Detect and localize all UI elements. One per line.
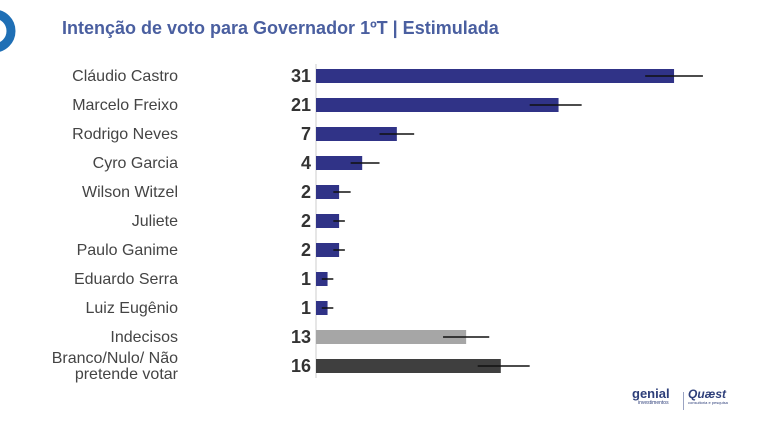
category-label-line: Cláudio Castro (72, 68, 178, 85)
quaest-logo: Quæst consultoria e pesquisa (688, 388, 728, 414)
category-label: Luiz Eugênio (85, 300, 178, 317)
category-label: Cyro Garcia (93, 155, 178, 172)
bar (316, 330, 467, 344)
brand-divider (683, 392, 684, 410)
category-label: Wilson Witzel (82, 184, 178, 201)
category-label-line: Eduardo Serra (74, 271, 178, 288)
value-label: 2 (301, 211, 311, 231)
bar (316, 214, 340, 228)
category-label: Paulo Ganime (77, 242, 178, 259)
quaest-logo-subtext: consultoria e pesquisa (688, 400, 728, 405)
value-label: 2 (301, 182, 311, 202)
value-label: 7 (301, 124, 311, 144)
category-label: Rodrigo Neves (72, 126, 178, 143)
category-label-line: pretende votar (75, 366, 179, 383)
category-label-line: Luiz Eugênio (85, 300, 178, 317)
chart-title: Intenção de voto para Governador 1ºT | E… (62, 18, 499, 38)
value-label: 1 (301, 269, 311, 289)
category-label: Juliete (132, 213, 178, 230)
value-label: 2 (301, 240, 311, 260)
category-label-line: Marcelo Freixo (72, 97, 178, 114)
category-label-line: Branco/Nulo/ Não (52, 350, 178, 367)
genial-logo-text: genial (632, 386, 670, 401)
genial-logo-subtext: investimentos (638, 400, 669, 406)
bar (316, 98, 559, 112)
value-label: 1 (301, 298, 311, 318)
category-label: Cláudio Castro (72, 68, 178, 85)
category-label-line: Rodrigo Neves (72, 126, 178, 143)
bar (316, 359, 501, 373)
value-label: 21 (291, 95, 311, 115)
category-label-line: Indecisos (110, 329, 178, 346)
bar (316, 243, 340, 257)
quaest-logo-text: Quæst (688, 387, 727, 401)
value-label: 31 (291, 66, 311, 86)
category-label: Branco/Nulo/ Não pretende votar (52, 350, 179, 383)
logo-ring-icon (0, 10, 16, 52)
category-label-line: Paulo Ganime (77, 242, 178, 259)
bar (316, 69, 675, 83)
bar (316, 156, 363, 170)
value-label: 4 (301, 153, 311, 173)
category-label-line: Wilson Witzel (82, 184, 178, 201)
value-label: 16 (291, 356, 311, 376)
value-label: 13 (291, 327, 311, 347)
category-label: Eduardo Serra (74, 271, 178, 288)
bar (316, 127, 397, 141)
bar (316, 185, 340, 199)
category-label: Marcelo Freixo (72, 97, 178, 114)
genial-logo: genial investimentos (632, 386, 670, 414)
category-label-line: Juliete (132, 213, 178, 230)
category-label: Indecisos (110, 329, 178, 346)
category-label-line: Cyro Garcia (93, 155, 178, 172)
